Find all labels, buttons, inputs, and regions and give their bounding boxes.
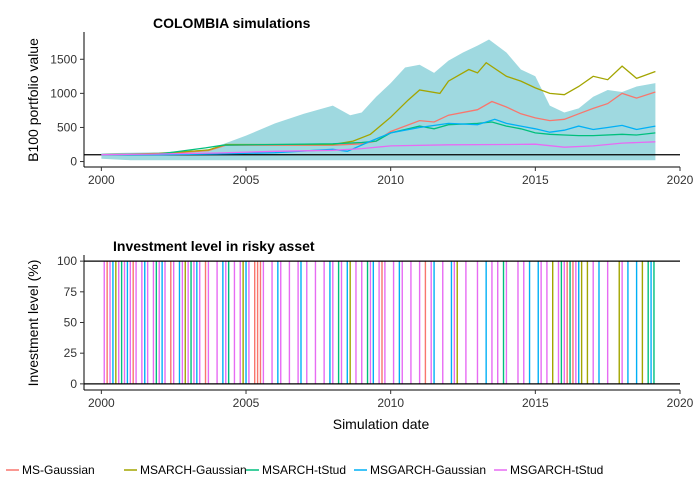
bottom-y-tick-label: 100 <box>57 254 77 268</box>
top-y-axis-label: B100 portfolio value <box>25 38 41 162</box>
bottom-x-tick-label: 2000 <box>88 396 115 410</box>
bottom-y-tick-label: 75 <box>64 285 78 299</box>
simulation-band <box>101 39 656 161</box>
bottom-x-tick-label: 2010 <box>377 396 404 410</box>
portfolio-series-group <box>101 61 656 156</box>
top-y-tick-label: 0 <box>70 155 77 169</box>
bottom-y-axis-label: Investment level (%) <box>25 260 41 387</box>
legend-label-msarch-tstud: MSARCH-tStud <box>262 463 346 477</box>
legend-label-ms-gaussian: MS-Gaussian <box>22 463 95 477</box>
simulation-band-area <box>101 39 656 161</box>
bottom-x-tick-label: 2015 <box>522 396 549 410</box>
top-x-tick-label: 2020 <box>667 173 694 187</box>
top-x-tick-label: 2005 <box>233 173 260 187</box>
investment-switch-group <box>103 261 655 384</box>
top-x-ticks: 2000 2005 2010 2015 2020 <box>88 167 694 187</box>
bottom-x-axis-label: Simulation date <box>333 416 430 432</box>
bottom-y-tick-label: 50 <box>64 316 78 330</box>
legend-label-msgarch-gaussian: MSGARCH-Gaussian <box>370 463 486 477</box>
top-y-tick-label: 500 <box>57 120 77 134</box>
top-x-tick-label: 2010 <box>377 173 404 187</box>
bottom-y-ticks: 0 25 50 75 100 <box>57 254 84 391</box>
top-chart-title: COLOMBIA simulations <box>153 15 311 31</box>
series-line-ms-gaussian <box>101 91 656 156</box>
investment-level-panel: Investment level in risky asset Investme… <box>25 238 694 432</box>
bottom-x-ticks: 2000 2005 2010 2015 2020 <box>88 390 694 410</box>
series-line-msgarch-tstud <box>101 141 656 156</box>
portfolio-value-panel: COLOMBIA simulations B100 portfolio valu… <box>25 15 694 187</box>
bottom-x-tick-label: 2020 <box>667 396 694 410</box>
investment-reference-lines <box>84 260 680 385</box>
bottom-y-tick-label: 0 <box>70 377 77 391</box>
legend-label-msgarch-tstud: MSGARCH-tStud <box>510 463 603 477</box>
top-y-tick-label: 1000 <box>50 86 77 100</box>
top-x-tick-label: 2015 <box>522 173 549 187</box>
bottom-x-tick-label: 2005 <box>233 396 260 410</box>
legend-label-msarch-gaussian: MSARCH-Gaussian <box>140 463 247 477</box>
top-x-tick-label: 2000 <box>88 173 115 187</box>
top-y-tick-label: 1500 <box>50 52 77 66</box>
bottom-chart-title: Investment level in risky asset <box>113 238 315 254</box>
legend: MS-Gaussian MSARCH-Gaussian MSARCH-tStud MS… <box>6 463 603 477</box>
top-y-ticks: 0 500 1000 1500 <box>50 52 84 169</box>
bottom-y-tick-label: 25 <box>64 346 78 360</box>
